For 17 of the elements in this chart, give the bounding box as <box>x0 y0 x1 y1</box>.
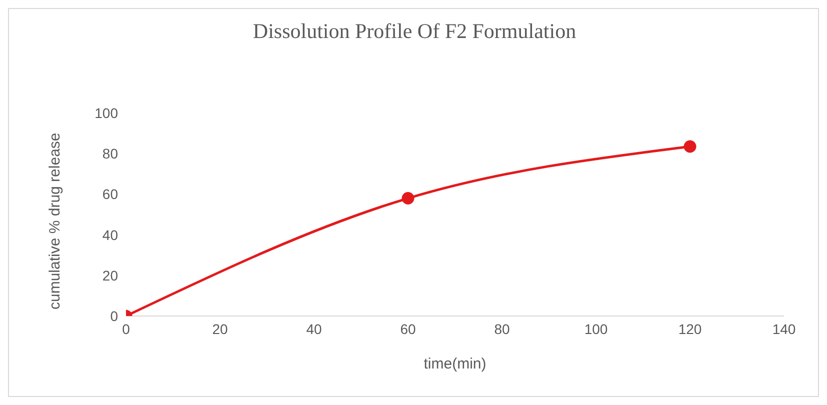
y-tick-label: 60 <box>102 186 118 202</box>
x-tick-label: 100 <box>584 320 608 337</box>
y-axis-title: cumulative % drug release <box>46 132 64 310</box>
x-tick-label: 40 <box>306 320 322 337</box>
x-tick-label: 80 <box>494 320 510 337</box>
y-tick-label: 80 <box>102 146 118 162</box>
y-tick-label: 0 <box>110 308 118 324</box>
x-tick-label: 120 <box>678 320 702 337</box>
x-axis-title: time(min) <box>424 356 486 373</box>
y-tick-label: 20 <box>102 267 118 284</box>
x-tick-label: 20 <box>212 320 228 337</box>
y-tick-label: 100 <box>94 104 118 121</box>
y-tick-label: 40 <box>102 226 118 243</box>
x-tick-label: 60 <box>400 320 416 337</box>
x-tick-label: 140 <box>772 320 796 337</box>
chart-title: Dissolution Profile Of F2 Formulation <box>252 19 578 44</box>
x-tick-label: 0 <box>122 320 130 337</box>
